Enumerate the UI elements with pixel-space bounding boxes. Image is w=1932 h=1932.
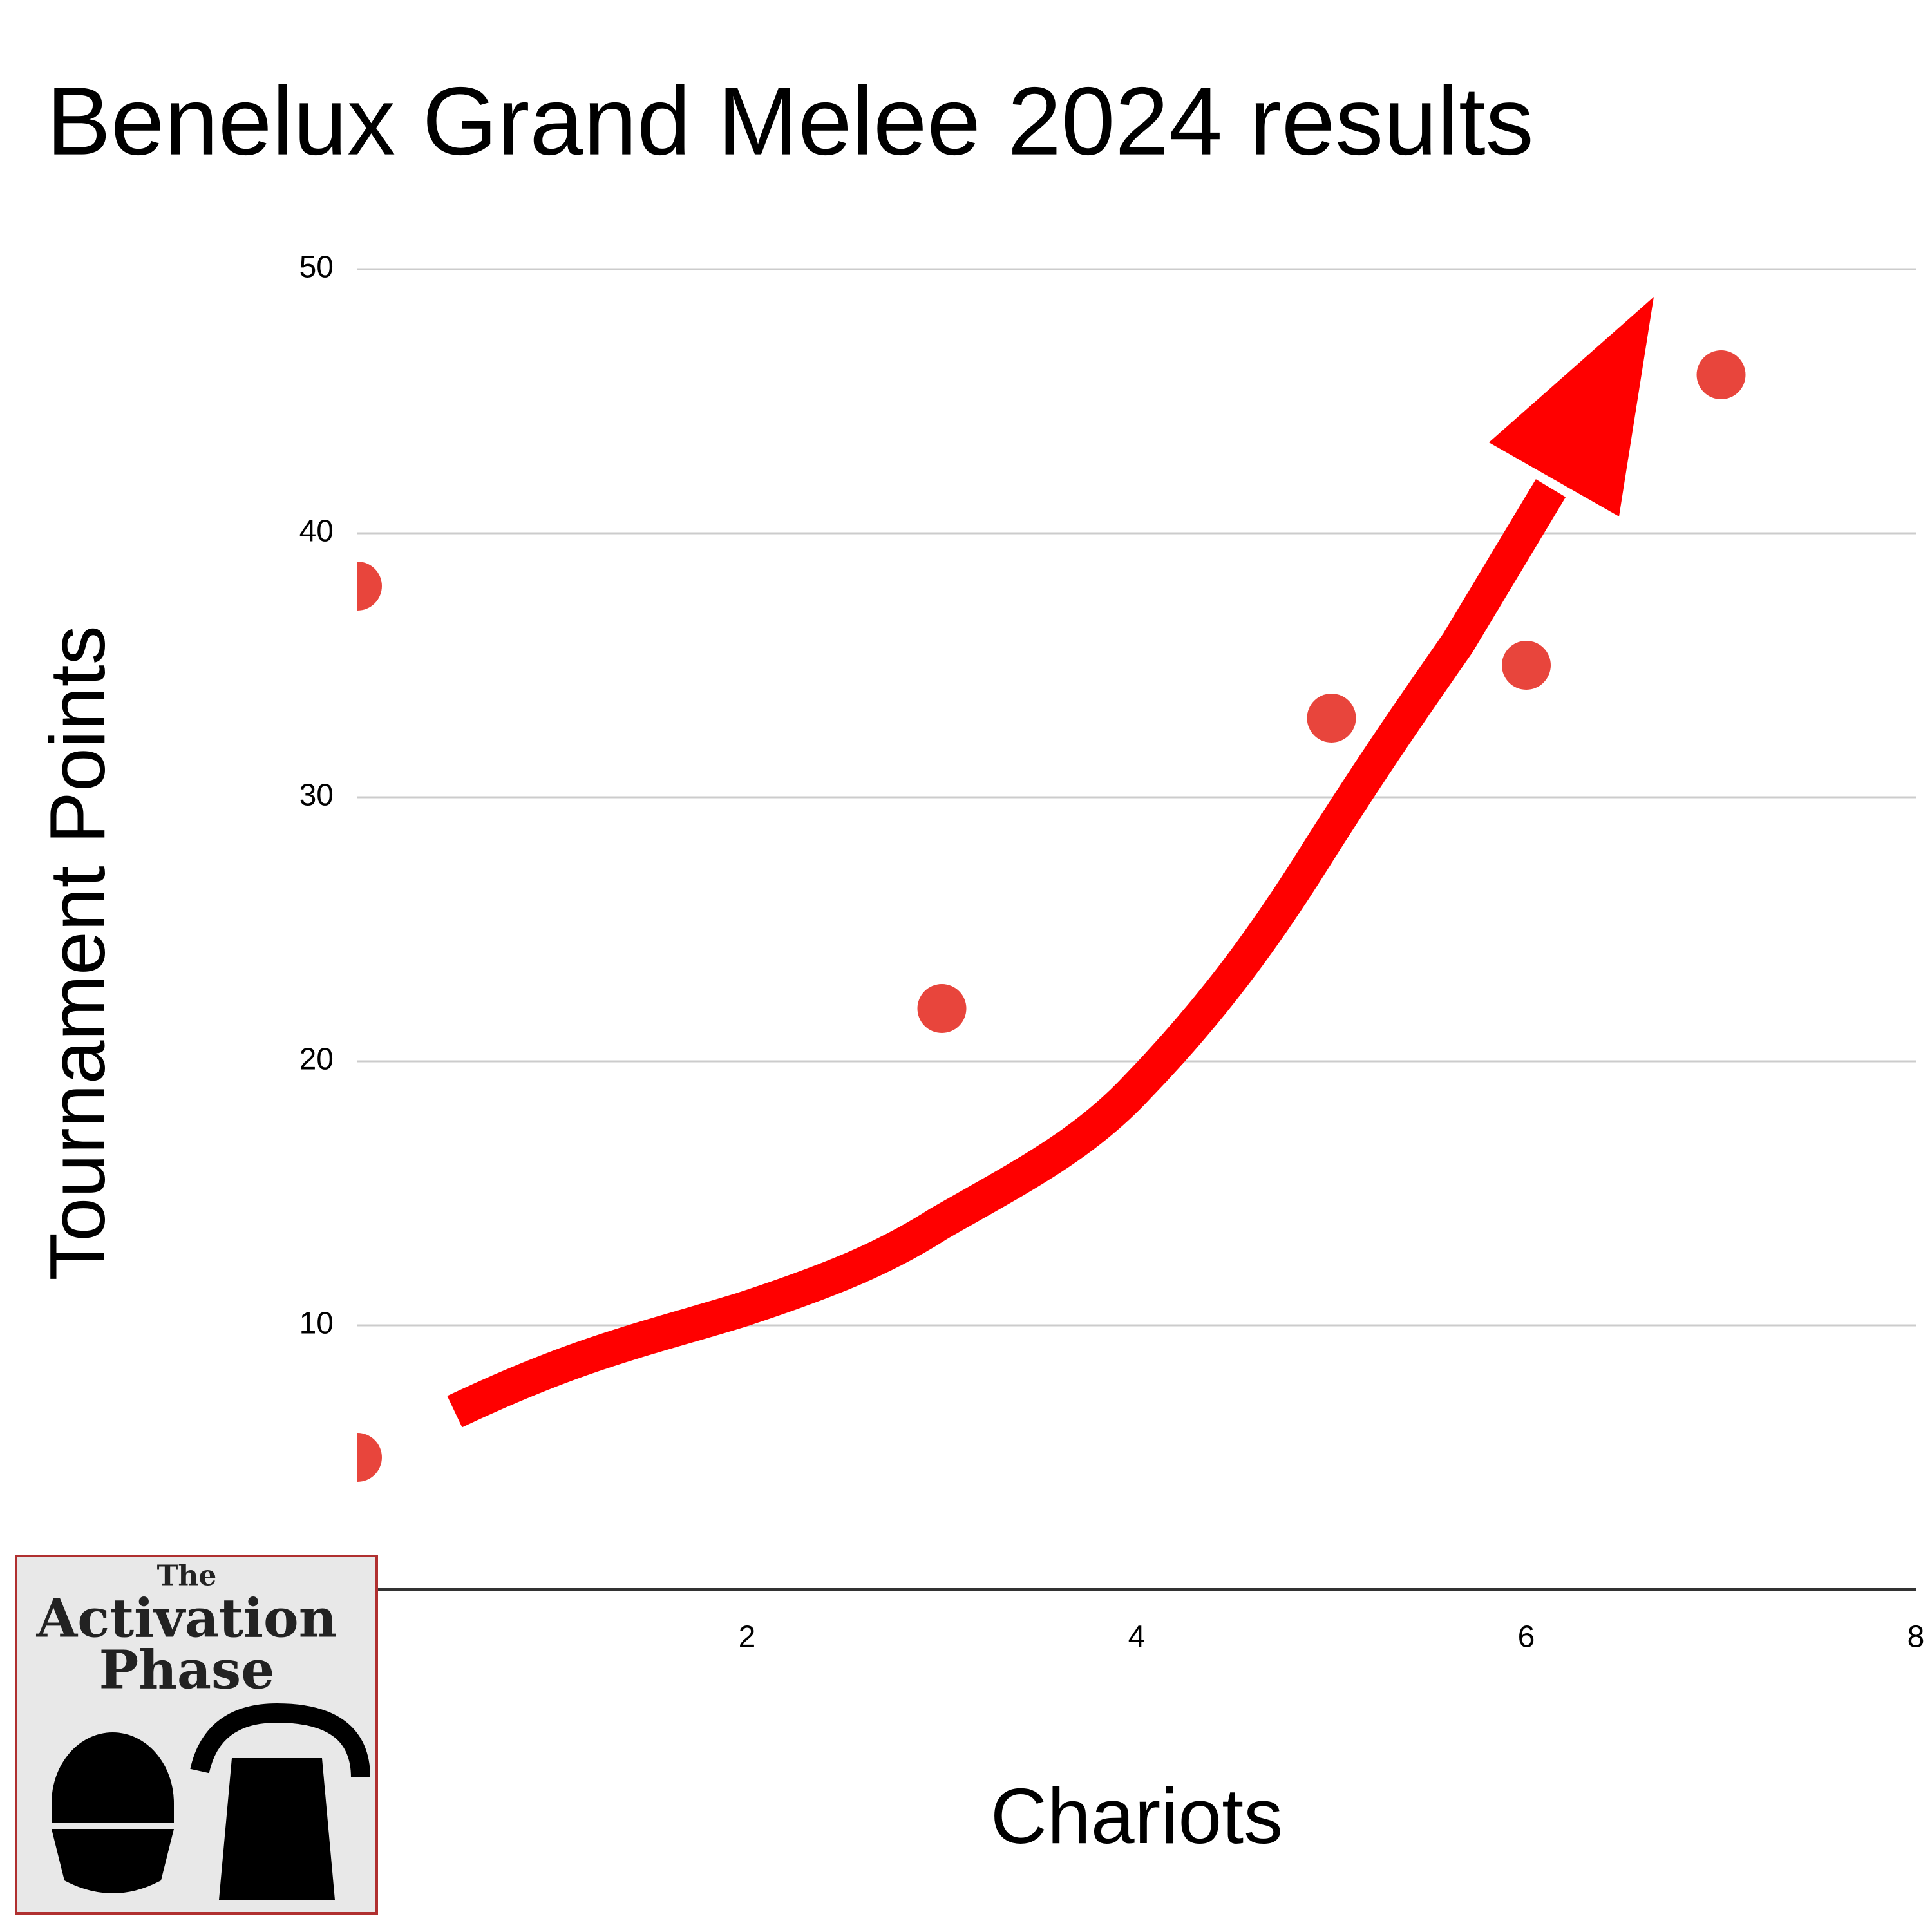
points [357,350,1746,1482]
x-axis-label: Chariots [990,1772,1283,1860]
point [1307,694,1356,743]
y-tick-label: 10 [299,1307,334,1341]
helm-icon [219,1758,335,1900]
arrow-head [1489,297,1654,516]
point [1696,350,1746,399]
logo: The Activation Phase [15,1555,378,1915]
x-tick-label: 4 [1128,1620,1146,1654]
face-icon [52,1829,174,1893]
x-tick-label: 2 [739,1620,756,1654]
logo-text: Phase [99,1639,275,1701]
grid: 10 20 30 40 50 2 4 6 8 [299,251,1925,1654]
y-tick-label: 50 [299,251,334,285]
x-tick-label: 8 [1908,1620,1925,1654]
point [357,1433,382,1482]
y-tick-label: 30 [299,779,334,813]
logo-text: The [157,1560,217,1593]
trend-arrow [447,479,1566,1428]
point [1502,641,1551,690]
point [357,562,382,611]
y-tick-label: 20 [299,1043,334,1077]
logo-text: Activation [36,1587,337,1649]
point [917,984,967,1033]
chart-title: Benelux Grand Melee 2024 results [46,67,1534,175]
crest-icon [190,1703,370,1778]
helmet-icon [52,1732,174,1823]
y-tick-label: 40 [299,515,334,549]
y-axis-label: Tournament Points [33,625,121,1280]
x-tick-label: 6 [1518,1620,1535,1654]
